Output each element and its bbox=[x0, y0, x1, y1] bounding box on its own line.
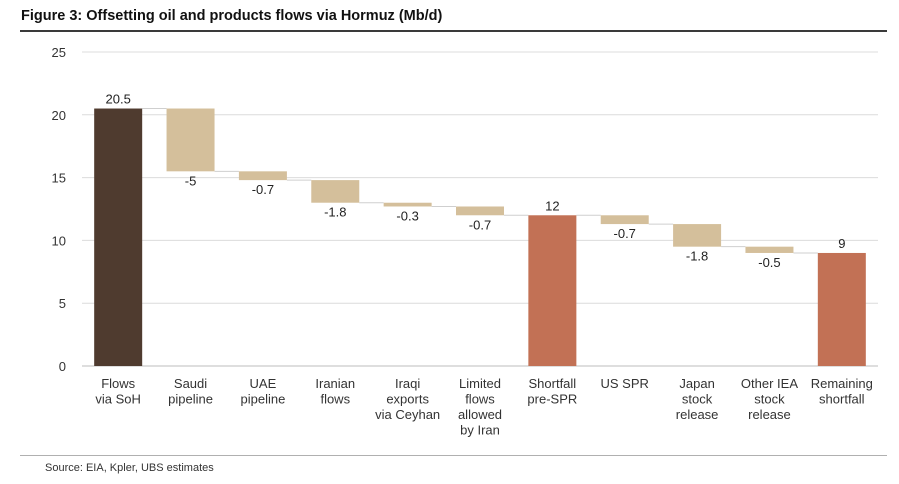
value-label: -1.8 bbox=[324, 205, 346, 220]
x-tick-label: Iraqi exports via Ceyhan bbox=[375, 376, 440, 422]
waterfall-chart: 0 5 10 15 20 25 20.5 -5 -0.7 -1.8 -0.3 -0.7 12 -0.7 -… bbox=[52, 45, 878, 438]
y-tick-label: 5 bbox=[59, 296, 66, 311]
value-labels: 20.5 -5 -0.7 -1.8 -0.3 -0.7 12 -0.7 -1.8 -0.5 9 bbox=[106, 92, 846, 270]
value-label: -0.7 bbox=[469, 217, 491, 232]
y-tick-label: 25 bbox=[52, 45, 66, 60]
gridlines bbox=[82, 51, 878, 367]
value-label: 12 bbox=[545, 198, 559, 213]
value-label: -1.8 bbox=[686, 249, 708, 264]
bar bbox=[528, 215, 577, 366]
bar bbox=[238, 171, 287, 181]
x-tick-label: UAE pipeline bbox=[240, 376, 285, 407]
y-tick-label: 0 bbox=[59, 359, 66, 374]
value-label: -0.7 bbox=[252, 182, 274, 197]
value-label: 20.5 bbox=[106, 92, 131, 107]
y-axis-ticks: 0 5 10 15 20 25 bbox=[52, 45, 66, 374]
x-tick-label: Other IEA stock release bbox=[741, 376, 798, 422]
bar bbox=[817, 252, 866, 366]
value-label: -5 bbox=[185, 173, 197, 188]
y-tick-label: 10 bbox=[52, 233, 66, 248]
connector-lines bbox=[142, 108, 818, 254]
footer-rule bbox=[20, 455, 887, 456]
bar bbox=[383, 202, 432, 207]
bar bbox=[600, 215, 649, 225]
x-tick-label: Japan stock release bbox=[676, 376, 719, 422]
bar bbox=[456, 206, 504, 216]
x-tick-label: Saudi pipeline bbox=[168, 376, 213, 407]
value-label: -0.3 bbox=[396, 208, 418, 223]
value-label: -0.5 bbox=[758, 255, 780, 270]
x-tick-label: Shortfall pre-SPR bbox=[527, 376, 577, 407]
chart-title: Figure 3: Offsetting oil and products fl… bbox=[21, 8, 443, 24]
bar bbox=[311, 180, 360, 203]
title-rule bbox=[20, 30, 887, 32]
x-tick-label: Limited flows allowed by Iran bbox=[458, 376, 502, 438]
bars bbox=[94, 108, 866, 367]
source-note: Source: EIA, Kpler, UBS estimates bbox=[45, 462, 214, 474]
x-tick-label: Flows via SoH bbox=[95, 376, 141, 407]
x-tick-label: Iranian flows bbox=[315, 376, 355, 407]
value-label: 9 bbox=[838, 236, 845, 251]
bar bbox=[673, 224, 722, 247]
x-tick-label: US SPR bbox=[601, 376, 649, 391]
value-label: -0.7 bbox=[614, 226, 636, 241]
x-axis-labels: Flows via SoH Saudi pipeline UAE pipeline Iran… bbox=[95, 376, 872, 438]
bar bbox=[745, 246, 794, 253]
y-tick-label: 15 bbox=[52, 171, 66, 186]
bar bbox=[94, 108, 143, 367]
x-tick-label: Remaining shortfall bbox=[811, 376, 873, 407]
y-tick-label: 20 bbox=[52, 108, 66, 123]
bar bbox=[166, 108, 215, 172]
